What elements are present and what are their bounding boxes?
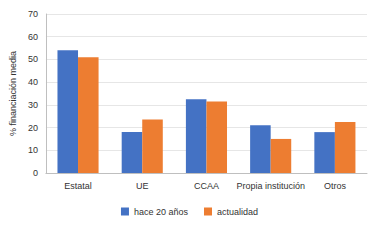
svg-text:70: 70: [28, 9, 38, 19]
svg-text:20: 20: [28, 123, 38, 133]
svg-text:10: 10: [28, 145, 38, 155]
svg-text:Estatal: Estatal: [64, 181, 92, 191]
svg-text:CCAA: CCAA: [194, 181, 219, 191]
svg-text:UE: UE: [136, 181, 149, 191]
svg-text:Propia institución: Propia institución: [236, 181, 305, 191]
svg-text:50: 50: [28, 54, 38, 64]
svg-text:actualidad: actualidad: [217, 207, 258, 217]
svg-text:40: 40: [28, 77, 38, 87]
svg-text:30: 30: [28, 100, 38, 110]
svg-text:60: 60: [28, 32, 38, 42]
svg-text:0: 0: [33, 168, 38, 178]
svg-text:hace 20 años: hace 20 años: [134, 207, 189, 217]
svg-text:Otros: Otros: [324, 181, 347, 191]
svg-text:% financiación media: % financiación media: [8, 51, 18, 136]
